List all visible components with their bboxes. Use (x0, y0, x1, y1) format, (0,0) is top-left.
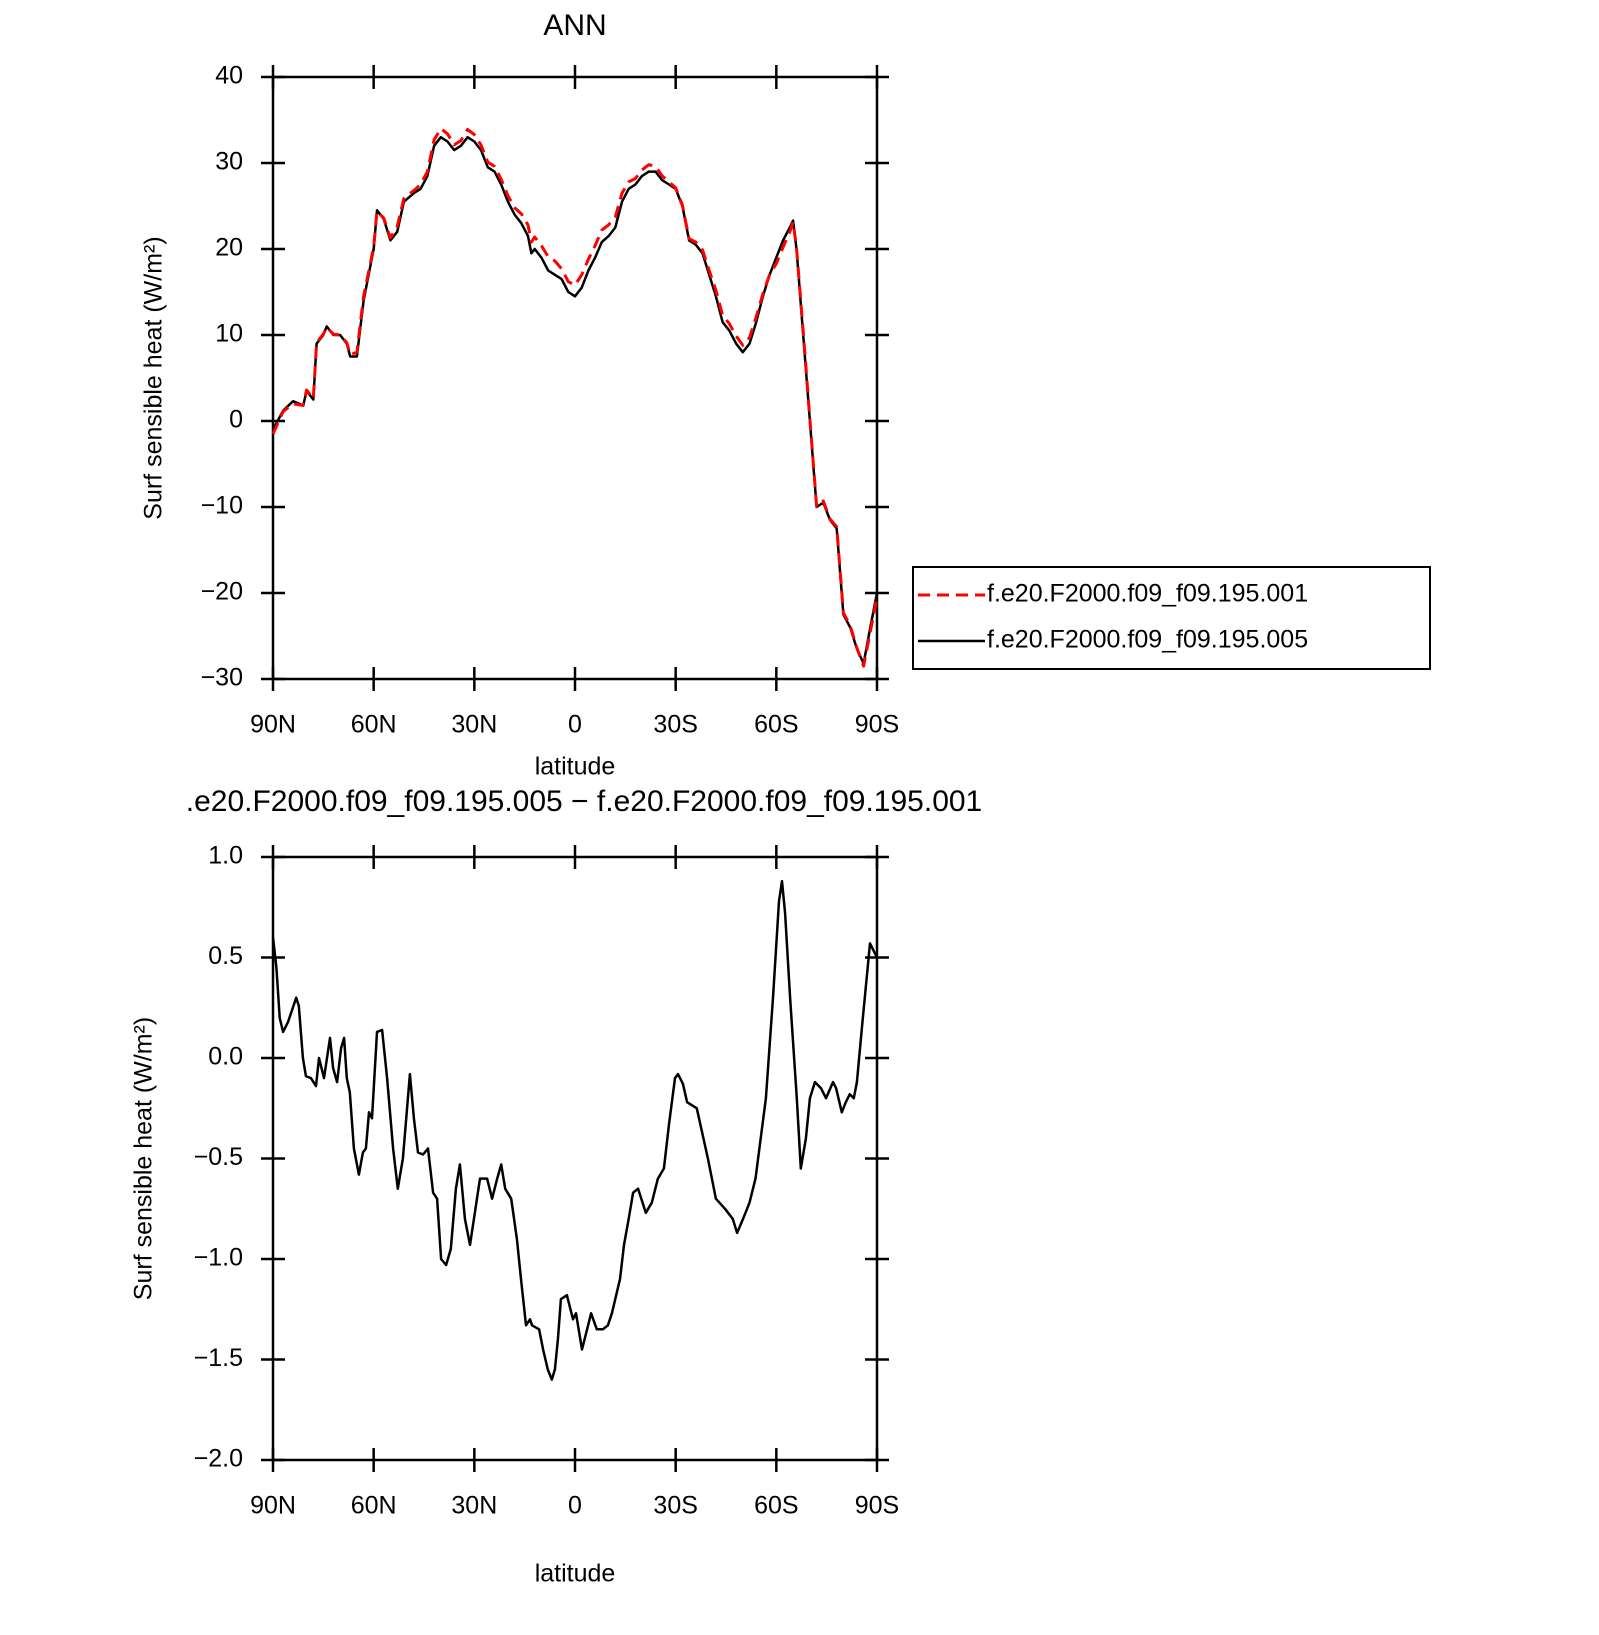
legend-label: f.e20.F2000.f09_f09.195.001 (987, 580, 1308, 608)
y-tick-label: −2.0 (194, 1445, 243, 1473)
x-tick-label: 60S (754, 1492, 798, 1520)
x-tick-label: 60S (754, 711, 798, 739)
x-tick-label: 90N (250, 1492, 296, 1520)
y-axis-label: Surf sensible heat (W/m²) (130, 1017, 158, 1300)
y-tick-label: 10 (215, 320, 243, 348)
x-tick-label: 30N (451, 711, 497, 739)
y-tick-label: 1.0 (208, 842, 243, 870)
x-axis-label: latitude (535, 753, 616, 781)
y-tick-label: 0 (229, 406, 243, 434)
x-tick-label: 60N (351, 711, 397, 739)
x-tick-label: 30S (653, 711, 697, 739)
y-tick-label: 20 (215, 234, 243, 262)
x-tick-label: 60N (351, 1492, 397, 1520)
legend-box (912, 566, 1431, 670)
chart-title: ANN (543, 9, 606, 42)
x-tick-label: 0 (568, 711, 582, 739)
y-tick-label: −1.0 (194, 1244, 243, 1272)
line-series (271, 879, 879, 1381)
y-axis-label: Surf sensible heat (W/m²) (140, 236, 168, 519)
chart-title: .e20.F2000.f09_f09.195.005 − f.e20.F2000… (186, 785, 983, 818)
y-tick-label: −30 (201, 664, 243, 692)
y-tick-label: −0.5 (194, 1143, 243, 1171)
y-tick-label: 0.5 (208, 942, 243, 970)
line-series (271, 127, 879, 668)
y-tick-label: −20 (201, 578, 243, 606)
y-tick-label: 0.0 (208, 1043, 243, 1071)
x-tick-label: 90S (855, 711, 899, 739)
line-series (271, 135, 879, 665)
plot-frame (271, 75, 879, 681)
x-axis-label: latitude (535, 1560, 616, 1588)
y-tick-label: −1.5 (194, 1344, 243, 1372)
y-tick-label: 40 (215, 62, 243, 90)
x-tick-label: 30N (451, 1492, 497, 1520)
x-tick-label: 90S (855, 1492, 899, 1520)
x-tick-label: 30S (653, 1492, 697, 1520)
y-tick-label: 30 (215, 148, 243, 176)
x-tick-label: 0 (568, 1492, 582, 1520)
legend-label: f.e20.F2000.f09_f09.195.005 (987, 626, 1308, 654)
x-tick-label: 90N (250, 711, 296, 739)
y-tick-label: −10 (201, 492, 243, 520)
